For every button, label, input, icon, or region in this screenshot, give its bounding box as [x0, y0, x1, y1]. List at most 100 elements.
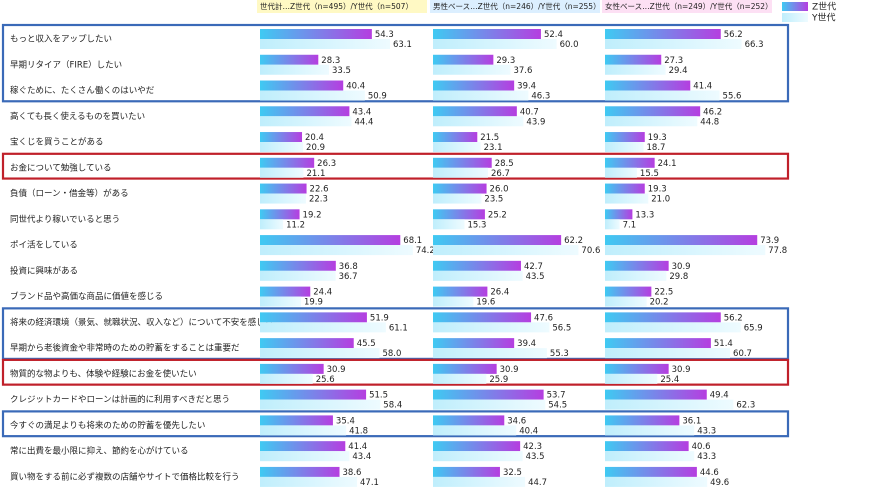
value-label: 43.4: [352, 107, 371, 117]
bar: [433, 441, 521, 452]
value-label: 26.4: [490, 288, 509, 298]
value-label: 21.1: [306, 169, 325, 179]
legend-label: Y世代: [811, 12, 836, 24]
bar: [260, 235, 401, 246]
value-label: 19.3: [648, 133, 667, 143]
bar: [433, 415, 505, 426]
value-label: 22.6: [310, 185, 329, 195]
bar: [605, 363, 669, 374]
bar: [260, 338, 354, 349]
bar: [260, 29, 372, 39]
bar: [605, 193, 649, 204]
bar: [433, 286, 488, 297]
bar: [605, 260, 669, 271]
highlight-box: [1, 358, 790, 386]
bar: [605, 415, 680, 426]
value-label: 36.7: [339, 272, 358, 282]
value-label: 40.6: [692, 442, 711, 452]
bar: [260, 348, 380, 359]
panel-title: 男性ベース…Z世代（n=246）/Y世代（n=255）: [433, 1, 601, 11]
bar: [605, 399, 734, 410]
value-label: 51.4: [714, 339, 733, 349]
bar: [260, 209, 300, 220]
value-label: 28.5: [495, 159, 514, 169]
value-label: 25.2: [488, 210, 507, 220]
value-label: 46.2: [703, 107, 722, 117]
value-label: 43.5: [526, 452, 545, 462]
bar: [605, 167, 637, 178]
bar: [605, 270, 667, 281]
bar: [433, 399, 546, 410]
bar: [605, 80, 691, 91]
bar: [433, 296, 474, 307]
value-label: 68.1: [403, 236, 422, 246]
category-label: 稼ぐために、たくさん働くのはいやだ: [10, 85, 155, 96]
value-label: 56.2: [724, 30, 743, 40]
value-label: 51.9: [370, 313, 389, 323]
bar: [605, 209, 633, 220]
bar: [260, 451, 350, 462]
bar: [433, 90, 529, 101]
value-label: 45.5: [357, 339, 376, 349]
bar: [260, 270, 336, 281]
value-label: 21.0: [651, 195, 670, 205]
bar: [260, 54, 319, 65]
value-label: 15.5: [640, 169, 659, 179]
value-label: 36.1: [682, 416, 701, 426]
value-label: 54.3: [375, 30, 394, 40]
bar: [605, 132, 645, 143]
bar: [433, 451, 523, 462]
value-label: 30.9: [672, 365, 691, 375]
value-label: 37.6: [513, 66, 532, 76]
bar: [605, 476, 708, 487]
bar: [260, 219, 284, 230]
value-label: 40.7: [520, 107, 539, 117]
value-label: 25.9: [489, 375, 508, 385]
bar: [605, 348, 731, 359]
bar: [260, 142, 304, 153]
bar: [433, 29, 541, 39]
bar: [433, 389, 544, 400]
bar: [605, 116, 698, 127]
value-label: 39.4: [517, 82, 536, 92]
bar: [433, 157, 492, 168]
bar: [605, 451, 695, 462]
value-label: 62.3: [736, 401, 755, 411]
value-label: 44.7: [528, 478, 547, 488]
bar: [605, 39, 742, 49]
value-label: 38.6: [343, 468, 362, 478]
highlight-box: [1, 23, 790, 103]
value-label: 20.9: [306, 143, 325, 153]
category-label: 宝くじを買うことがある: [10, 137, 104, 148]
value-label: 39.4: [517, 339, 536, 349]
legend-swatch: [782, 13, 808, 22]
value-label: 77.8: [768, 246, 787, 256]
bar: [433, 132, 478, 143]
bar: [260, 116, 352, 127]
value-label: 51.5: [369, 391, 388, 401]
value-label: 43.4: [352, 452, 371, 462]
bar: [605, 142, 644, 153]
bar: [605, 389, 707, 400]
category-label: お金について勉強している: [10, 162, 112, 173]
value-label: 27.3: [664, 56, 683, 66]
bar: [260, 183, 307, 194]
value-label: 29.8: [669, 272, 688, 282]
bar: [260, 322, 386, 333]
value-label: 25.6: [316, 375, 335, 385]
bar: [605, 106, 701, 117]
category-label: もっと収入をアップしたい: [10, 34, 112, 45]
value-label: 47.1: [360, 478, 379, 488]
value-label: 65.9: [744, 323, 763, 333]
bar: [260, 260, 336, 271]
value-label: 24.1: [658, 159, 677, 169]
bar: [433, 80, 515, 91]
value-label: 49.4: [710, 391, 729, 401]
bar: [605, 183, 645, 194]
bar: [605, 466, 697, 477]
value-label: 23.5: [484, 195, 503, 205]
bar: [260, 157, 315, 168]
value-label: 70.6: [581, 246, 600, 256]
bar: [605, 338, 711, 349]
